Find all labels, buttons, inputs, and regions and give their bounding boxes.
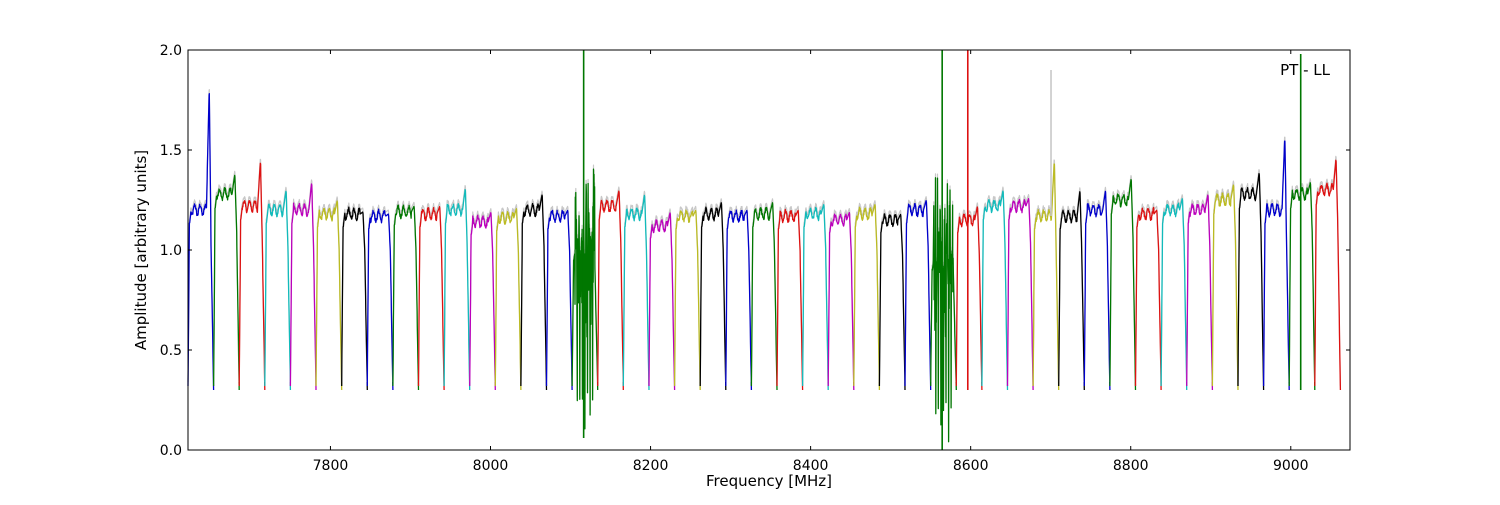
y-tick-label-2: 1.0: [160, 243, 182, 259]
channel-trace-6: [341, 206, 368, 391]
chart-annotation: PT - LL: [1280, 61, 1331, 79]
background-trace-6: [341, 202, 368, 387]
y-tick-label-1: 0.5: [160, 343, 182, 359]
channel-trace-16: [597, 190, 624, 391]
channel-trace-32: [1006, 197, 1034, 391]
channel-trace-23: [776, 208, 804, 391]
background-trace-16: [597, 186, 624, 387]
x-tick-label-0: 7800: [313, 458, 349, 474]
channel-trace-33: [1032, 163, 1060, 391]
background-trace-12: [494, 204, 522, 387]
background-trace-0: [187, 89, 215, 387]
y-axis-label: Amplitude [arbitrary units]: [132, 150, 150, 350]
channel-trace-41: [1237, 172, 1265, 391]
y-tick-label-4: 2.0: [160, 43, 182, 59]
background-trace-1: [213, 170, 240, 387]
x-tick-label-4: 8600: [953, 458, 989, 474]
channel-trace-5: [315, 200, 343, 391]
channel-trace-18: [648, 212, 676, 391]
background-trace-7: [366, 204, 394, 387]
channel-trace-14: [545, 209, 573, 391]
background-trace-4: [289, 179, 317, 387]
channel-trace-11: [469, 212, 496, 391]
background-trace-10: [443, 185, 471, 387]
channel-trace-24: [801, 204, 829, 391]
channel-trace-25: [827, 211, 855, 391]
channel-trace-28: [904, 200, 932, 391]
channel-trace-42: [1262, 140, 1290, 391]
background-trace-21: [725, 205, 752, 387]
x-tick-label-6: 9000: [1273, 458, 1309, 474]
channel-trace-13: [520, 194, 548, 391]
channel-trace-21: [725, 209, 753, 391]
channel-trace-30: [955, 206, 983, 391]
background-trace-9: [417, 202, 445, 387]
channel-trace-9: [417, 205, 445, 391]
channel-trace-17: [622, 194, 650, 391]
background-trace-18: [648, 208, 676, 387]
channel-trace-36: [1109, 178, 1137, 391]
x-axis-label: Frequency [MHz]: [706, 472, 832, 490]
y-axis-ticks: 0.0 0.5 1.0 1.5 2.0: [160, 43, 1350, 459]
channel-trace-10: [443, 188, 471, 391]
background-trace-40: [1211, 180, 1239, 387]
channel-trace-40: [1211, 184, 1239, 391]
channel-trace-43: [1288, 182, 1316, 391]
x-tick-label-2: 8200: [633, 458, 669, 474]
traces-group: [187, 50, 1342, 450]
channel-trace-3: [264, 190, 292, 391]
x-tick-label-3: 8400: [793, 458, 829, 474]
channel-trace-37: [1134, 206, 1162, 391]
background-trace-8: [392, 200, 420, 387]
y-tick-label-0: 0.0: [160, 443, 182, 459]
channel-trace-35: [1083, 190, 1111, 391]
channel-trace-8: [392, 204, 420, 391]
channel-trace-44: [1314, 159, 1342, 391]
channel-trace-27: [878, 213, 906, 391]
channel-trace-1: [212, 174, 240, 391]
x-tick-label-1: 8000: [473, 458, 509, 474]
channel-trace-20: [699, 202, 727, 391]
background-trace-34: [1058, 187, 1085, 387]
channel-trace-39: [1186, 194, 1214, 391]
channel-trace-4: [289, 183, 317, 391]
background-trace-19: [674, 205, 701, 387]
x-axis-ticks: 7800 8000 8200 8400 8600 8800 9000: [313, 50, 1309, 474]
channel-trace-26: [853, 204, 881, 391]
channel-trace-19: [673, 209, 701, 391]
channel-trace-34: [1058, 191, 1085, 391]
channel-trace-29: [930, 177, 957, 443]
channel-trace-2: [238, 162, 266, 391]
background-trace-2: [238, 158, 266, 387]
channel-trace-7: [366, 208, 394, 391]
background-trace-38: [1160, 194, 1188, 387]
channel-trace-12: [494, 208, 522, 391]
background-trace-31: [981, 186, 1009, 387]
channel-trace-15: [571, 168, 599, 430]
plot-area-background: [188, 50, 1350, 450]
background-trace-28: [904, 196, 932, 387]
channel-trace-0: [187, 92, 215, 391]
x-tick-label-5: 8800: [1113, 458, 1149, 474]
y-tick-label-3: 1.5: [160, 143, 182, 159]
channel-trace-22: [750, 202, 778, 391]
channel-trace-31: [981, 190, 1009, 391]
channel-trace-38: [1160, 198, 1188, 391]
